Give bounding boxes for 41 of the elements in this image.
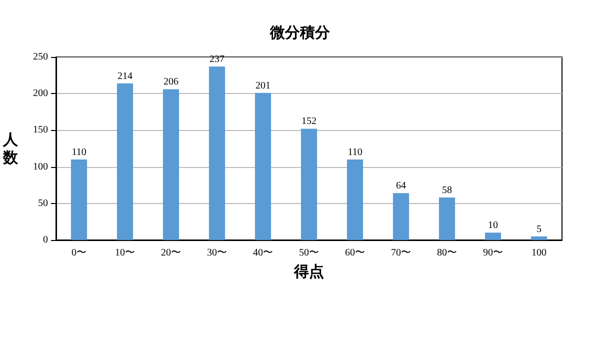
y-tick-label: 200 bbox=[33, 88, 48, 100]
bar bbox=[70, 159, 88, 240]
data-label: 152 bbox=[302, 116, 316, 128]
x-tick-label: 100 bbox=[532, 248, 546, 258]
data-label: 10 bbox=[488, 220, 498, 232]
y-tick-label: 100 bbox=[33, 161, 48, 172]
bar bbox=[300, 128, 318, 240]
x-tick-label: 30〜 bbox=[207, 248, 227, 258]
bar bbox=[530, 236, 548, 240]
x-tick-label: 10〜 bbox=[115, 248, 135, 258]
data-label: 214 bbox=[118, 70, 132, 82]
data-label: 64 bbox=[396, 180, 406, 192]
x-tick-label: 70〜 bbox=[391, 248, 411, 258]
x-tick-label: 20〜 bbox=[161, 248, 181, 258]
x-tick-label: 90〜 bbox=[483, 248, 503, 258]
bar bbox=[392, 193, 410, 240]
bar bbox=[438, 198, 456, 240]
y-tick-label: 250 bbox=[33, 52, 48, 62]
x-axis-title: 得点 bbox=[293, 262, 324, 280]
bar bbox=[116, 83, 134, 240]
y-tick-label: 150 bbox=[33, 124, 48, 136]
chart-title: 微分積分 bbox=[269, 24, 331, 42]
x-tick-label: 60〜 bbox=[345, 248, 365, 258]
data-label: 5 bbox=[536, 224, 542, 235]
bar bbox=[162, 89, 180, 240]
data-label: 110 bbox=[348, 146, 362, 158]
bar bbox=[346, 159, 364, 240]
data-label: 201 bbox=[256, 80, 270, 92]
x-tick-label: 80〜 bbox=[437, 248, 457, 258]
x-tick-label: 50〜 bbox=[299, 248, 319, 258]
y-axis-title: 人数 bbox=[2, 130, 19, 166]
y-tick-label: 0 bbox=[43, 234, 48, 246]
data-label: 110 bbox=[72, 146, 86, 158]
bar bbox=[484, 232, 502, 240]
x-tick-label: 0〜 bbox=[72, 248, 86, 258]
x-tick-label: 40〜 bbox=[253, 248, 273, 258]
bar bbox=[208, 66, 226, 240]
data-label: 58 bbox=[442, 185, 452, 196]
y-tick-label: 50 bbox=[38, 198, 48, 209]
data-label: 206 bbox=[164, 76, 178, 88]
bar bbox=[254, 92, 272, 240]
